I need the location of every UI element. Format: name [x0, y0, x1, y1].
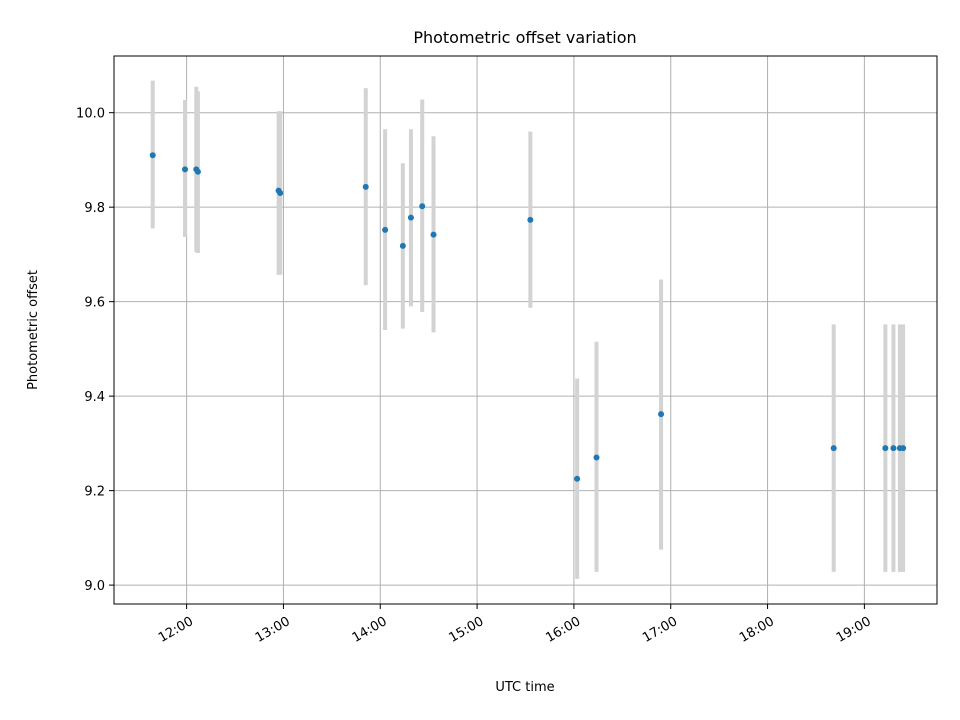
y-tick-label: 10.0 [76, 107, 105, 122]
chart-title: Photometric offset variation [413, 28, 636, 47]
data-point [882, 445, 889, 452]
y-axis-ticks: 9.0 9.2 9.4 9.6 9.8 10.0 [76, 107, 114, 594]
y-tick-label: 9.2 [84, 485, 105, 500]
data-point [362, 183, 369, 190]
data-point [419, 203, 426, 210]
data-points [149, 152, 907, 482]
data-point [527, 216, 534, 223]
data-point [593, 454, 600, 461]
y-tick-label: 9.6 [84, 296, 105, 311]
data-point [382, 226, 389, 233]
data-point [430, 231, 437, 238]
grid-lines [114, 56, 937, 604]
data-point [182, 166, 189, 173]
data-point [830, 445, 837, 452]
x-axis-label: UTC time [495, 680, 554, 695]
data-point [194, 168, 201, 175]
y-tick-label: 9.8 [84, 201, 105, 216]
y-tick-label: 9.0 [84, 579, 105, 594]
data-point [399, 242, 406, 249]
data-point [277, 190, 284, 196]
plot-area-frame [113, 55, 938, 605]
data-point [890, 445, 897, 452]
data-point [149, 152, 156, 159]
y-axis-label: Photometric offset [26, 270, 41, 390]
y-tick-label: 9.4 [84, 390, 105, 405]
data-point [900, 445, 907, 452]
data-point [574, 475, 581, 482]
data-point [658, 411, 665, 418]
data-point [407, 214, 414, 221]
